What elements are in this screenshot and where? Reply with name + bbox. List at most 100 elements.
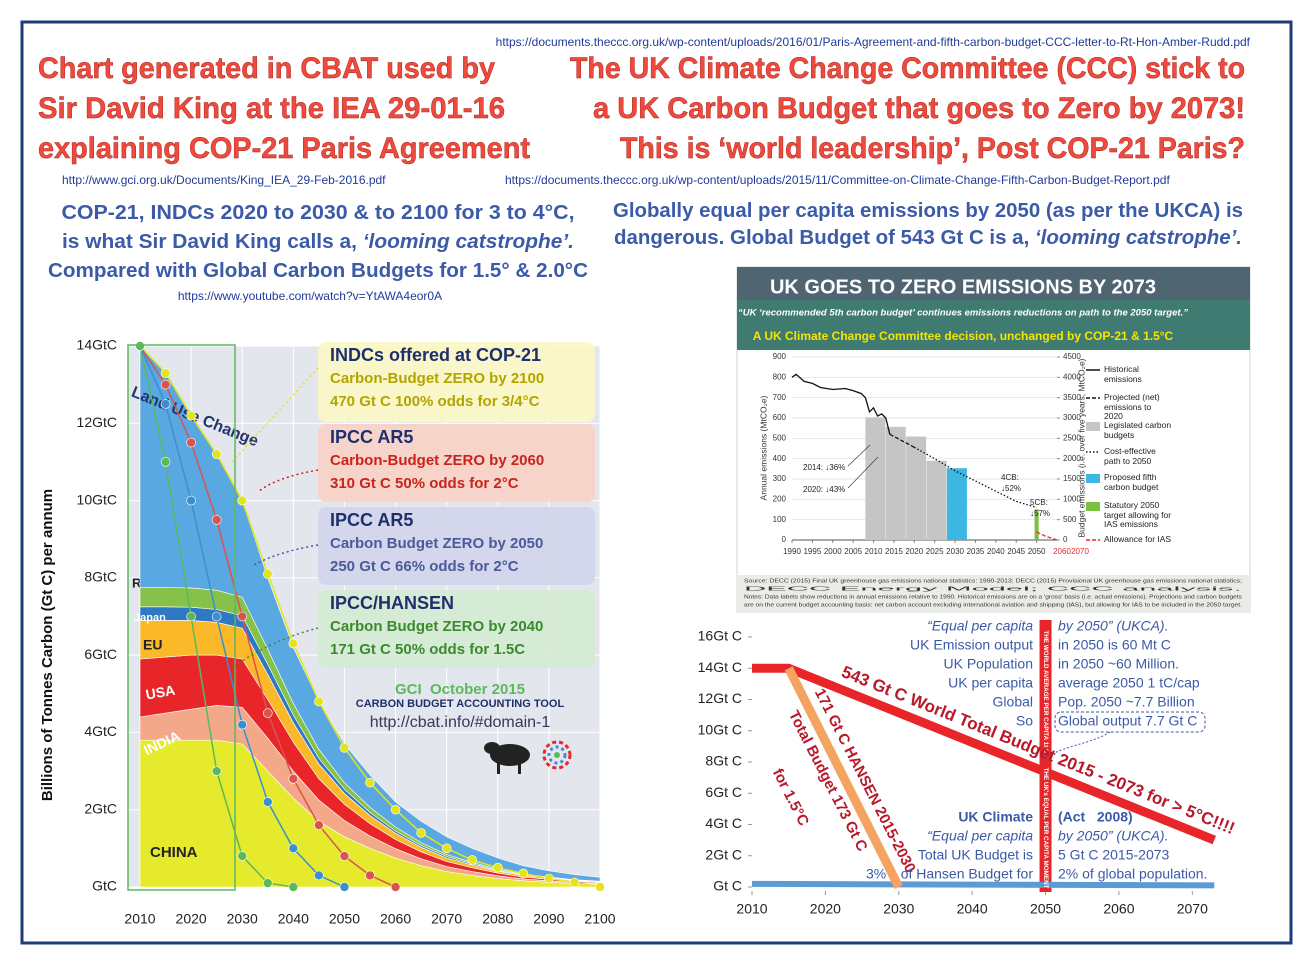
y2-tick-label: 0 (1063, 535, 1068, 544)
y-tick-label: 2Gt C (705, 846, 742, 862)
x-tick-label: 1995 (803, 547, 821, 556)
y2-tick-label: 2500 (1063, 433, 1081, 442)
legend-entry: Cost-effective path to 2050 (1104, 447, 1156, 465)
budget-dot (314, 870, 324, 881)
y-axis-label: Billions of Tonnes Carbon (Gt C) per ann… (39, 489, 56, 801)
subheading: COP-21, INDCs 2020 to 2030 & to 2100 for… (62, 202, 575, 224)
subheading-part: COP-21, INDCs 2020 to 2030 & to 2100 for… (62, 202, 575, 224)
annotation: ↓52% (1001, 484, 1021, 493)
x-tick-label: 2050 (1028, 547, 1046, 556)
headline: The UK Climate Change Committee (CCC) st… (570, 52, 1245, 85)
annotation: ↓57% (1030, 509, 1050, 518)
budget-dot (186, 437, 196, 448)
budget-dot (288, 773, 299, 784)
credit: http://cbat.info/#domain-1 (370, 714, 551, 731)
note-right: 5 Gt C 2015-2073 (1058, 847, 1170, 863)
budget-dot (160, 399, 171, 409)
y-tick-label: GtC (92, 878, 117, 894)
y2-tick-label: 1500 (1063, 474, 1081, 483)
headline: This is ‘world leadership’, Post COP-21 … (620, 132, 1245, 165)
y2-tick-label: 1000 (1063, 494, 1081, 503)
y-tick-label: 900 (773, 352, 787, 361)
note-left: UK Emission output (910, 637, 1033, 653)
x-tick-label: 2090 (533, 911, 564, 927)
budget-bar (926, 460, 947, 540)
callout-text: Carbon-Budget ZERO by 2060 (330, 452, 544, 469)
budget-bar (885, 426, 906, 540)
budget-dot (365, 870, 375, 881)
callout-text: INDCs offered at COP-21 (330, 345, 541, 365)
credit: CARBON BUDGET ACCOUNTING TOOL (356, 698, 565, 710)
legend-swatch (1086, 502, 1100, 511)
budget-bar (865, 417, 886, 540)
marker-label: THE UK's EQUAL PER CAPITA MOMENT (1042, 767, 1049, 888)
note-left: So (1016, 713, 1033, 729)
inset-title: UK GOES TO ZERO EMISSIONS BY 2073 (770, 276, 1156, 298)
x-tick-label: 2080 (482, 911, 513, 927)
x-tick-label: 2000 (824, 547, 842, 556)
note-right: (Act 2008) (1058, 809, 1133, 825)
leader-line (847, 444, 871, 467)
budget-dot (262, 569, 273, 579)
x-tick-label: 2020 (905, 547, 923, 556)
source-url: http://www.gci.org.uk/Documents/King_IEA… (62, 173, 386, 187)
cbat-chart: CHINAINDIAUSAEUJapanRus FedLand Use Chan… (39, 337, 616, 927)
note-right: in 2050 is 60 Mt C (1058, 637, 1171, 653)
budget-dot (595, 882, 605, 892)
period-frame (127, 344, 236, 891)
x-tick-label: 2005 (844, 547, 862, 556)
note-right: Global output 7.7 Gt C (1058, 713, 1197, 729)
x-tick-label: 2040 (278, 911, 309, 927)
legend-entry: Statutory 2050 target allowing for IAS e… (1104, 501, 1171, 529)
y2-tick-label: 3000 (1063, 413, 1081, 422)
y-tick-label: 800 (773, 372, 787, 381)
y-tick-label: 8Gt C (705, 753, 742, 769)
budget-dot (288, 843, 299, 854)
y-tick-label: 4GtC (84, 723, 117, 739)
y2-tick-label: 3500 (1063, 393, 1081, 402)
credit: GCI October 2015 (395, 681, 525, 698)
budget-dot (569, 877, 580, 888)
connector (231, 367, 319, 463)
subheading: Globally equal per capita emissions by 2… (613, 200, 1243, 222)
legend-entry: Proposed fifth carbon budget (1104, 473, 1158, 491)
y2-axis-label: Budget emissions (i.e. over five years; … (1076, 358, 1086, 537)
budget-dot (160, 368, 171, 378)
y-tick-label: Gt C (713, 878, 742, 894)
budget-dot (186, 611, 196, 622)
budget-dot (211, 766, 222, 776)
budget-dot (211, 449, 222, 460)
headline: a UK Carbon Budget that goes to Zero by … (593, 92, 1245, 125)
note-left: Global (993, 694, 1033, 710)
budget-dot (365, 777, 375, 788)
emission-line (1036, 531, 1058, 541)
y-tick-label: 400 (773, 454, 787, 463)
x-tick-label: 2040 (987, 547, 1005, 556)
area-label: USA (144, 682, 176, 703)
budget-dot (160, 379, 171, 390)
x-tick-label: 2010 (736, 901, 767, 917)
logo-icon (542, 740, 572, 770)
x-tick-label: 2035 (967, 547, 985, 556)
callout-text: 171 Gt C 50% odds for 1.5C (330, 641, 525, 658)
note-left: UK per capita (948, 675, 1033, 691)
subheading: dangerous. Global Budget of 543 Gt C is … (614, 227, 1242, 249)
emission-line (791, 373, 891, 435)
note-left: of Hansen Budget for (901, 866, 1034, 882)
budget-dot (211, 515, 222, 525)
legend-label: Allowance for IAS (1104, 535, 1172, 544)
x-tick-label: 2015 (885, 547, 903, 556)
legend-entry: Legislated carbon budgets (1104, 421, 1171, 439)
y2-tick-label: 4000 (1063, 372, 1081, 381)
budget-dot (237, 851, 248, 861)
legend-swatch (1086, 422, 1100, 431)
y-tick-label: 10Gt C (698, 721, 742, 737)
y2-tick-label: 500 (1063, 515, 1077, 524)
callout-box (318, 590, 595, 668)
y-tick-label: 8GtC (84, 569, 117, 585)
budget-dot (237, 611, 248, 622)
y-tick-label: 16Gt C (698, 628, 742, 644)
budget-dot (262, 878, 273, 888)
extra-x-label: 2070 (1071, 547, 1089, 556)
note-right: in 2050 ~60 Million. (1058, 656, 1179, 672)
